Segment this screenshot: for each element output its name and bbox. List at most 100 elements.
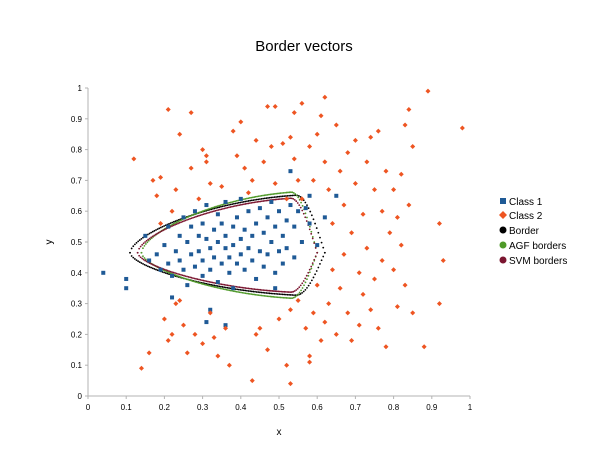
border-point — [213, 284, 216, 287]
agf-border-point — [143, 257, 146, 259]
agf-border-point — [270, 193, 273, 196]
agf-border-point — [270, 295, 273, 298]
border-point — [267, 197, 269, 199]
class-2-point — [410, 310, 416, 316]
class-1-point — [223, 246, 228, 251]
class-2-point — [345, 310, 351, 316]
border-point — [229, 287, 232, 290]
svm-border-point — [308, 268, 311, 271]
class-2-point — [181, 322, 186, 328]
border-point — [158, 227, 161, 230]
class-1-point — [250, 233, 255, 238]
border-point — [252, 290, 255, 293]
border-point — [283, 195, 286, 198]
svm-border-point — [193, 277, 196, 280]
x-axis-label: x — [277, 427, 282, 438]
class-2-point — [356, 322, 362, 328]
class-2-point — [200, 341, 206, 347]
border-point — [257, 291, 260, 294]
agf-border-point — [273, 192, 276, 195]
x-tick-label: 1 — [468, 403, 473, 412]
border-point — [322, 246, 325, 249]
class-1-point — [269, 240, 274, 244]
svm-border-point — [193, 216, 196, 219]
class-2-point — [333, 331, 339, 337]
border-point — [315, 270, 318, 272]
agf-border-point — [219, 204, 222, 207]
class-1-point — [223, 323, 228, 328]
class-2-point — [272, 180, 278, 186]
border-point — [150, 231, 153, 234]
border-point — [283, 293, 286, 296]
agf-border-point — [174, 274, 177, 276]
agf-border-point — [228, 201, 231, 204]
svm-border-point — [153, 234, 156, 237]
svm-border-point — [302, 212, 305, 215]
class-2-point — [436, 221, 442, 227]
legend: Class 1 Class 2 Border AGF borders SVM b… — [499, 197, 567, 267]
border-point — [163, 225, 166, 227]
agf-border-point — [216, 286, 219, 289]
agf-border-point — [266, 193, 269, 196]
svm-border-point — [244, 287, 247, 289]
svm-border-point — [241, 203, 244, 206]
border-point — [320, 259, 323, 262]
class-1-point — [234, 261, 239, 266]
agf-border-point — [266, 295, 269, 298]
y-tick-label: 0 — [78, 392, 83, 401]
class-2-point — [459, 125, 465, 131]
svm-border-point — [251, 288, 254, 290]
class-2-point — [345, 150, 351, 156]
agf-border-point — [297, 196, 300, 199]
svm-border-point — [274, 198, 277, 201]
agf-border-point — [281, 192, 283, 194]
class-1-point — [162, 243, 167, 248]
svm-border-point — [237, 204, 239, 207]
x-tick-label: 0 — [86, 403, 91, 412]
class-1-point — [284, 218, 289, 223]
class-1-point — [223, 199, 228, 204]
legend-item-svm-borders: SVM borders — [499, 256, 567, 267]
agf-border-point — [185, 216, 188, 219]
svm-border-point — [195, 277, 197, 280]
class-1-point — [196, 233, 201, 238]
border-point — [145, 264, 148, 267]
agf-border-point — [142, 255, 144, 258]
class-2-point — [261, 159, 267, 165]
svm-border-point — [314, 247, 317, 249]
agf-border-point — [300, 201, 302, 204]
x-tick-label: 0.8 — [388, 403, 400, 412]
border-point — [306, 204, 308, 207]
class-1-point — [185, 240, 190, 244]
border-point — [265, 197, 268, 200]
svm-border-point — [247, 202, 250, 205]
agf-border-point — [142, 247, 144, 250]
class-1-point — [257, 249, 262, 254]
border-point — [288, 194, 291, 197]
border-point — [310, 279, 313, 282]
agf-border-point — [205, 283, 207, 286]
border-point — [153, 268, 156, 270]
border-point — [265, 292, 268, 294]
svm-border-point — [281, 197, 284, 200]
border-point — [291, 194, 294, 197]
svm-border-point — [272, 290, 275, 292]
border-point — [231, 203, 234, 206]
class-2-point — [398, 242, 404, 248]
svm-border-point — [237, 286, 239, 288]
border-point — [172, 220, 175, 223]
class-1-point — [147, 258, 152, 263]
class-1-point — [273, 270, 278, 275]
class-2-point — [356, 270, 362, 276]
class-2-point — [341, 251, 347, 257]
class-2-point — [165, 107, 171, 113]
svm-border-point — [192, 216, 194, 219]
class-1-point — [223, 233, 228, 238]
class-2-point — [333, 122, 339, 128]
border-point — [314, 222, 316, 225]
class-1-point — [189, 252, 194, 257]
agf-border-point — [241, 291, 244, 294]
class-1-point — [307, 221, 312, 226]
svm-border-point — [259, 288, 262, 291]
border-point — [306, 286, 308, 289]
